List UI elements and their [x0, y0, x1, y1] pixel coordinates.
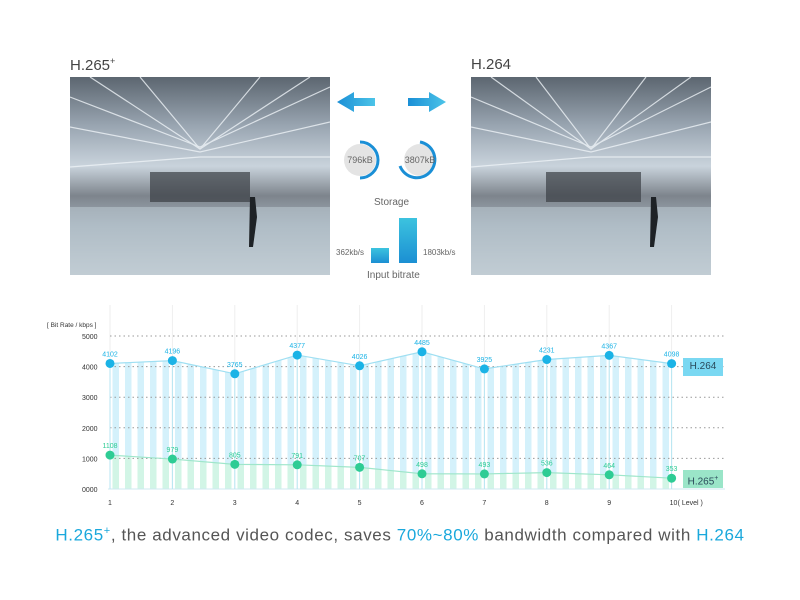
- data-label: 498: [416, 462, 428, 469]
- data-label: 805: [229, 452, 241, 459]
- tagline: H.265+, the advanced video codec, saves …: [55, 525, 745, 545]
- x-tick-label: 9: [607, 500, 611, 507]
- data-point: [292, 350, 302, 360]
- data-label: 4377: [289, 343, 305, 350]
- h265-title: H.265+: [70, 56, 116, 74]
- data-label: 493: [479, 462, 491, 469]
- x-tick-label: 8: [545, 500, 549, 507]
- data-point: [542, 468, 552, 478]
- y-tick-label: 0000: [82, 487, 98, 494]
- data-label: 4102: [102, 351, 118, 358]
- data-point: [230, 459, 240, 469]
- data-point: [355, 361, 365, 371]
- data-point: [167, 356, 177, 366]
- data-label: 1108: [102, 443, 117, 450]
- y-tick-label: 2000: [82, 426, 98, 433]
- y-tick-label: 5000: [82, 334, 98, 341]
- storage-ring-h265: [344, 140, 380, 180]
- data-label: 353: [666, 466, 678, 473]
- x-tick-label: 1: [108, 500, 112, 507]
- data-point: [667, 359, 677, 369]
- x-tick-label: 3: [233, 500, 237, 507]
- bitrate-label: Input bitrate: [367, 270, 420, 281]
- data-label: 791: [291, 453, 303, 460]
- data-label: 4098: [664, 352, 680, 359]
- data-label: 979: [167, 447, 179, 454]
- data-point: [105, 450, 115, 460]
- legend-h265: H.265+: [683, 470, 723, 488]
- data-point: [230, 369, 240, 379]
- data-label: 464: [603, 463, 615, 470]
- arrow-left-icon: [337, 92, 375, 112]
- arrow-right-icon: [408, 92, 446, 112]
- data-label: 4026: [352, 354, 368, 361]
- bitrate-h264-value: 1803kb/s: [423, 248, 456, 257]
- bitrate-h265-value: 362kb/s: [336, 248, 365, 257]
- h264-area: [110, 351, 672, 489]
- data-label: 4196: [165, 349, 181, 356]
- series-line-0: [109, 351, 672, 375]
- x-tick-label: 4: [295, 500, 299, 507]
- data-point: [355, 462, 365, 472]
- data-point: [542, 355, 552, 365]
- y-tick-label: 4000: [82, 365, 98, 372]
- h265-area: [110, 455, 672, 489]
- x-tick-label: 6: [420, 500, 424, 507]
- data-point: [604, 470, 614, 480]
- data-point: [417, 469, 427, 479]
- y-tick-label: 1000: [82, 456, 98, 463]
- y-axis-label: [ Bit Rate / kbps ]: [47, 322, 97, 329]
- bitrate-bar-h264: [399, 218, 417, 263]
- bitrate-bar-h265: [371, 248, 389, 263]
- data-point: [417, 347, 427, 357]
- data-point: [667, 473, 677, 483]
- data-label: 4485: [414, 340, 430, 347]
- y-tick-label: 3000: [82, 395, 98, 402]
- data-point: [105, 358, 115, 368]
- data-point: [604, 350, 614, 360]
- data-label: 536: [541, 461, 553, 468]
- h264-airport-photo: [471, 77, 711, 275]
- data-label: 3925: [477, 357, 493, 364]
- x-tick-label: 5: [358, 500, 362, 507]
- data-point: [479, 364, 489, 374]
- legend-h264: H.264: [683, 358, 723, 376]
- storage-ring-h264: [398, 140, 437, 180]
- h265-airport-photo: [70, 77, 330, 275]
- x-tick-label: 2: [170, 500, 174, 507]
- data-point: [479, 469, 489, 479]
- data-label: 3765: [227, 362, 243, 369]
- data-label: 4231: [539, 348, 555, 355]
- storage-h264-value: 3807kB: [404, 155, 436, 165]
- data-label: 4367: [601, 343, 617, 350]
- x-tick-label: 7: [482, 500, 486, 507]
- x-axis-label: ( Level ): [678, 500, 703, 507]
- series-line-1: [109, 454, 672, 479]
- x-tick-label: 10: [670, 500, 678, 507]
- h264-title: H.264: [471, 56, 512, 73]
- storage-label: Storage: [374, 197, 410, 208]
- data-point: [292, 460, 302, 470]
- data-label: 707: [354, 455, 366, 462]
- storage-h265-value: 796kB: [347, 155, 373, 165]
- data-point: [167, 454, 177, 464]
